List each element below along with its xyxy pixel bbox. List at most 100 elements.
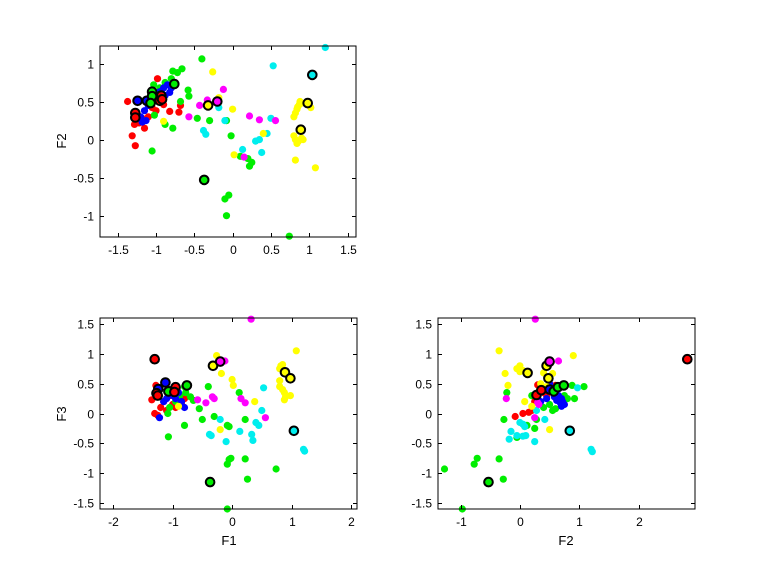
highlighted-point-red bbox=[536, 384, 547, 396]
data-point-yellow bbox=[229, 381, 237, 389]
highlighted-point-yellow bbox=[202, 100, 214, 111]
y-tick-label: 0 bbox=[87, 134, 94, 148]
data-point-magenta bbox=[185, 113, 193, 121]
y-tick-label: -1 bbox=[83, 210, 94, 224]
data-point-yellow bbox=[251, 398, 259, 406]
data-point-green bbox=[546, 400, 554, 409]
data-point-green bbox=[225, 423, 233, 431]
x-axis-ticks: -1 0 1 2 bbox=[456, 318, 643, 529]
data-point-magenta bbox=[241, 399, 249, 407]
data-point-magenta bbox=[531, 414, 539, 422]
data-point-red bbox=[128, 132, 136, 140]
data-point-cyan bbox=[532, 406, 541, 415]
data-point-cyan bbox=[202, 130, 210, 138]
data-point-green bbox=[204, 383, 212, 391]
x-tick-label: -1 bbox=[456, 515, 467, 529]
highlighted-point-red bbox=[169, 386, 180, 398]
data-point-green bbox=[148, 147, 156, 155]
highlighted-point-cyan bbox=[288, 425, 300, 437]
y-tick-label: 1 bbox=[87, 58, 94, 72]
highlighted-point-green bbox=[198, 174, 210, 186]
data-point-cyan bbox=[588, 448, 596, 456]
data-point-magenta bbox=[202, 399, 210, 407]
highlighted-point-blue bbox=[160, 377, 171, 388]
data-point-yellow bbox=[504, 381, 512, 389]
data-point-cyan bbox=[269, 62, 277, 70]
data-point-green bbox=[235, 389, 243, 397]
data-point-green bbox=[473, 454, 481, 462]
data-point-green bbox=[166, 403, 174, 412]
data-point-red bbox=[140, 124, 149, 132]
x-axis-ticks: -2 -1 0 1 2 bbox=[108, 318, 355, 529]
data-point-red bbox=[511, 412, 519, 421]
data-point-blue bbox=[140, 107, 149, 115]
y-tick-label: -1.5 bbox=[411, 497, 432, 511]
data-point-cyan bbox=[255, 421, 263, 429]
data-point-green bbox=[272, 465, 280, 473]
highlighted-point-red bbox=[149, 353, 160, 365]
data-point-magenta bbox=[210, 395, 218, 403]
x-tick-label: 1 bbox=[576, 515, 583, 529]
y-axis-ticks: -1 -0.5 0 0.5 1 bbox=[73, 58, 356, 224]
data-point-blue bbox=[155, 414, 164, 422]
y-tick-label: 0 bbox=[425, 408, 432, 422]
data-point-green bbox=[198, 55, 206, 63]
y-axis-ticks: -1.5 -1 -0.5 0 0.5 1 1.5 bbox=[73, 318, 357, 511]
highlighted-point-green bbox=[169, 78, 180, 90]
data-point-green bbox=[470, 460, 478, 468]
data-point-yellow bbox=[292, 347, 300, 355]
data-point-cyan bbox=[507, 427, 515, 435]
y-tick-label: 0.5 bbox=[415, 378, 432, 392]
data-point-cyan bbox=[249, 436, 257, 444]
data-point-yellow bbox=[160, 117, 168, 125]
highlighted-point-magenta bbox=[214, 356, 226, 367]
y-tick-label: 0.5 bbox=[77, 378, 94, 392]
data-point-yellow bbox=[286, 392, 294, 400]
data-point-green bbox=[248, 158, 256, 166]
x-axis-label: F1 bbox=[221, 533, 236, 548]
x-tick-label: 1 bbox=[289, 515, 296, 529]
data-point-cyan bbox=[239, 145, 247, 154]
data-point-cyan bbox=[505, 435, 513, 443]
data-point-magenta bbox=[502, 395, 510, 403]
plot-frame bbox=[99, 317, 358, 510]
data-point-green bbox=[223, 460, 231, 468]
data-point-blue bbox=[543, 395, 551, 403]
data-point-magenta bbox=[535, 400, 543, 409]
axes-box bbox=[99, 45, 357, 238]
data-point-red bbox=[157, 403, 165, 412]
y-tick-label: 1.5 bbox=[415, 318, 432, 332]
plot-frame bbox=[437, 317, 696, 510]
y-tick-label: -0.5 bbox=[411, 437, 432, 451]
highlighted-point-yellow bbox=[302, 97, 314, 109]
y-tick-label: 0 bbox=[87, 408, 94, 422]
y-tick-label: 1 bbox=[87, 348, 94, 362]
data-point-green bbox=[210, 412, 218, 421]
data-point-magenta bbox=[219, 85, 227, 93]
plot-f1-vs-f2: -1.5 -1 -0.5 0 0.5 1 1.5 -1 -0.5 0 0.5 1 F2 bbox=[54, 43, 357, 257]
x-tick-label: -1 bbox=[168, 515, 179, 529]
data-point-magenta bbox=[247, 315, 255, 323]
highlighted-point-green bbox=[181, 380, 193, 391]
y-tick-label: -0.5 bbox=[73, 172, 94, 186]
data-point-cyan bbox=[521, 423, 529, 431]
data-point-green bbox=[195, 405, 203, 413]
data-point-cyan bbox=[573, 384, 582, 392]
data-point-yellow bbox=[291, 156, 299, 164]
highlighted-point-green bbox=[145, 97, 156, 109]
data-point-blue bbox=[163, 395, 171, 403]
x-tick-label: 0 bbox=[229, 515, 236, 529]
highlighted-point-magenta bbox=[544, 356, 555, 367]
data-point-cyan bbox=[541, 415, 549, 424]
highlighted-point-red bbox=[130, 112, 141, 123]
x-tick-label: -2 bbox=[108, 515, 119, 529]
data-point-green bbox=[243, 475, 252, 483]
data-point-green bbox=[185, 92, 193, 100]
y-tick-label: -1 bbox=[421, 467, 432, 481]
data-point-green bbox=[164, 409, 172, 418]
highlighted-point-yellow bbox=[295, 124, 307, 135]
data-point-red bbox=[153, 75, 162, 83]
data-point-blue bbox=[142, 117, 150, 125]
data-point-magenta bbox=[271, 117, 280, 125]
